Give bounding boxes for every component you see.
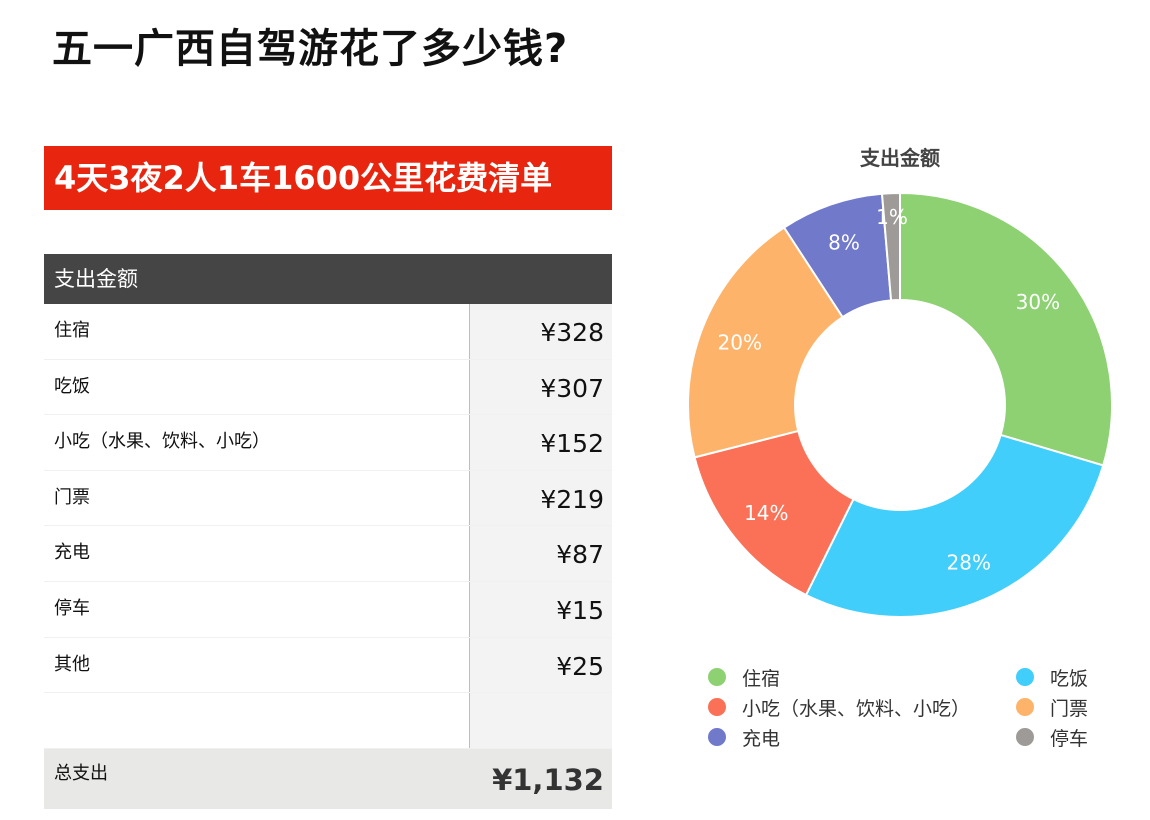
donut-slice [880, 191, 901, 302]
row-label-empty [44, 693, 470, 748]
donut-slice [693, 429, 855, 597]
slice-percent-label: 1% [876, 205, 908, 229]
legend-swatch [1016, 728, 1034, 746]
legend-label: 充电 [742, 727, 781, 750]
row-value: ¥152 [470, 415, 612, 470]
row-label: 住宿 [44, 304, 470, 359]
row-value: ¥25 [470, 637, 612, 693]
legend-swatch [708, 728, 726, 746]
chart-title: 支出金额 [860, 146, 940, 170]
legend-item: 吃饭 [1016, 662, 1088, 692]
row-label: 门票 [44, 470, 470, 526]
donut-slice [899, 191, 1113, 467]
row-value: ¥219 [470, 470, 612, 526]
table-row-empty [44, 693, 612, 749]
table-row: 吃饭 ¥307 [44, 359, 612, 416]
table-header: 支出金额 [44, 254, 612, 304]
row-value: ¥15 [470, 581, 612, 637]
legend-label: 住宿 [742, 667, 781, 690]
table-row: 小吃（水果、饮料、小吃） ¥152 [44, 415, 612, 471]
legend-item: 充电 [708, 722, 780, 752]
slice-percent-label: 20% [718, 331, 762, 355]
row-value: ¥328 [470, 304, 612, 359]
legend-swatch [1016, 698, 1034, 716]
slice-percent-label: 8% [828, 230, 860, 254]
legend-item: 住宿 [708, 662, 780, 692]
row-label: 小吃（水果、饮料、小吃） [44, 415, 470, 470]
row-value: ¥307 [470, 359, 612, 415]
row-value: ¥87 [470, 526, 612, 581]
legend-item: 门票 [1016, 692, 1088, 722]
page-title: 五一广西自驾游花了多少钱? [52, 26, 569, 72]
table-row: 充电 ¥87 [44, 526, 612, 582]
table-row: 其他 ¥25 [44, 637, 612, 694]
total-label: 总支出 [54, 762, 108, 784]
slice-percent-label: 14% [744, 501, 788, 525]
expense-table: 支出金额 住宿 ¥328 吃饭 ¥307 小吃（水果、饮料、小吃） ¥152 门… [44, 254, 612, 809]
donut-slice [687, 226, 844, 459]
legend-label: 门票 [1050, 697, 1089, 720]
total-value: ¥1,132 [492, 762, 604, 797]
legend-item: 停车 [1016, 722, 1088, 752]
row-label: 充电 [44, 526, 470, 581]
row-value-empty [470, 693, 612, 748]
slice-percent-label: 28% [947, 551, 991, 575]
slice-percent-label: 30% [1016, 290, 1060, 314]
donut-slice [804, 433, 1105, 618]
legend-label: 小吃（水果、饮料、小吃） [742, 697, 971, 720]
row-label: 其他 [44, 637, 470, 693]
total-row: 总支出 ¥1,132 [44, 748, 612, 809]
row-label: 吃饭 [44, 359, 470, 415]
table-row: 门票 ¥219 [44, 470, 612, 527]
legend-swatch [1016, 668, 1034, 686]
table-row: 住宿 ¥328 [44, 304, 612, 360]
table-row: 停车 ¥15 [44, 581, 612, 638]
legend-swatch [708, 698, 726, 716]
legend-item: 小吃（水果、饮料、小吃） [708, 692, 970, 722]
row-label: 停车 [44, 581, 470, 637]
legend-swatch [708, 668, 726, 686]
legend-label: 停车 [1050, 727, 1089, 750]
legend-label: 吃饭 [1050, 667, 1089, 690]
list-banner: 4天3夜2人1车1600公里花费清单 [44, 146, 612, 210]
